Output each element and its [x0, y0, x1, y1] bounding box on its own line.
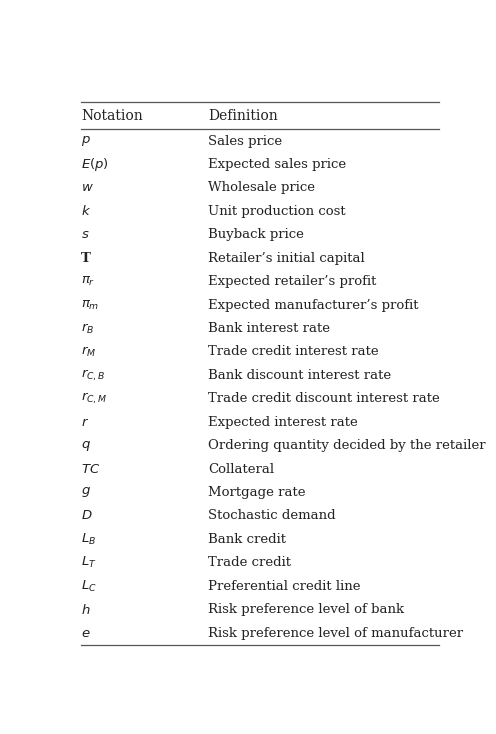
Text: $D$: $D$	[81, 509, 93, 523]
Text: Ordering quantity decided by the retailer: Ordering quantity decided by the retaile…	[208, 439, 486, 452]
Text: Unit production cost: Unit production cost	[208, 205, 346, 218]
Text: $r_{C,B}$: $r_{C,B}$	[81, 368, 106, 383]
Text: Preferential credit line: Preferential credit line	[208, 580, 361, 593]
Text: Definition: Definition	[208, 109, 278, 123]
Text: $e$: $e$	[81, 627, 91, 639]
Text: Buyback price: Buyback price	[208, 228, 304, 241]
Text: Trade credit: Trade credit	[208, 556, 291, 570]
Text: $p$: $p$	[81, 134, 91, 148]
Text: $E(p)$: $E(p)$	[81, 156, 109, 173]
Text: Bank interest rate: Bank interest rate	[208, 322, 330, 335]
Text: $q$: $q$	[81, 439, 91, 453]
Text: $w$: $w$	[81, 181, 94, 195]
Text: Risk preference level of manufacturer: Risk preference level of manufacturer	[208, 627, 463, 639]
Text: Collateral: Collateral	[208, 462, 274, 476]
Text: Retailer’s initial capital: Retailer’s initial capital	[208, 252, 365, 265]
Text: $L_T$: $L_T$	[81, 555, 97, 570]
Text: $h$: $h$	[81, 603, 91, 617]
Text: Expected sales price: Expected sales price	[208, 158, 346, 171]
Text: $r_B$: $r_B$	[81, 321, 94, 335]
Text: $r_M$: $r_M$	[81, 345, 96, 359]
Text: Trade credit discount interest rate: Trade credit discount interest rate	[208, 392, 440, 405]
Text: Risk preference level of bank: Risk preference level of bank	[208, 603, 404, 616]
Text: Expected retailer’s profit: Expected retailer’s profit	[208, 275, 376, 288]
Text: Sales price: Sales price	[208, 134, 282, 148]
Text: $r_{C,M}$: $r_{C,M}$	[81, 391, 108, 407]
Text: Notation: Notation	[81, 109, 143, 123]
Text: $\pi_r$: $\pi_r$	[81, 275, 95, 288]
Text: $L_C$: $L_C$	[81, 578, 97, 594]
Text: $k$: $k$	[81, 204, 91, 218]
Text: Wholesale price: Wholesale price	[208, 181, 315, 195]
Text: Trade credit interest rate: Trade credit interest rate	[208, 346, 379, 358]
Text: $r$: $r$	[81, 415, 89, 429]
Text: Stochastic demand: Stochastic demand	[208, 509, 336, 523]
Text: Bank discount interest rate: Bank discount interest rate	[208, 369, 391, 382]
Text: $L_B$: $L_B$	[81, 532, 96, 547]
Text: Expected manufacturer’s profit: Expected manufacturer’s profit	[208, 299, 419, 311]
Text: $s$: $s$	[81, 228, 90, 241]
Text: Expected interest rate: Expected interest rate	[208, 415, 358, 429]
Text: $g$: $g$	[81, 485, 91, 500]
Text: Bank credit: Bank credit	[208, 533, 286, 546]
Text: $TC$: $TC$	[81, 462, 101, 476]
Text: Mortgage rate: Mortgage rate	[208, 486, 306, 499]
Text: T: T	[81, 252, 91, 265]
Text: $\pi_m$: $\pi_m$	[81, 299, 100, 312]
